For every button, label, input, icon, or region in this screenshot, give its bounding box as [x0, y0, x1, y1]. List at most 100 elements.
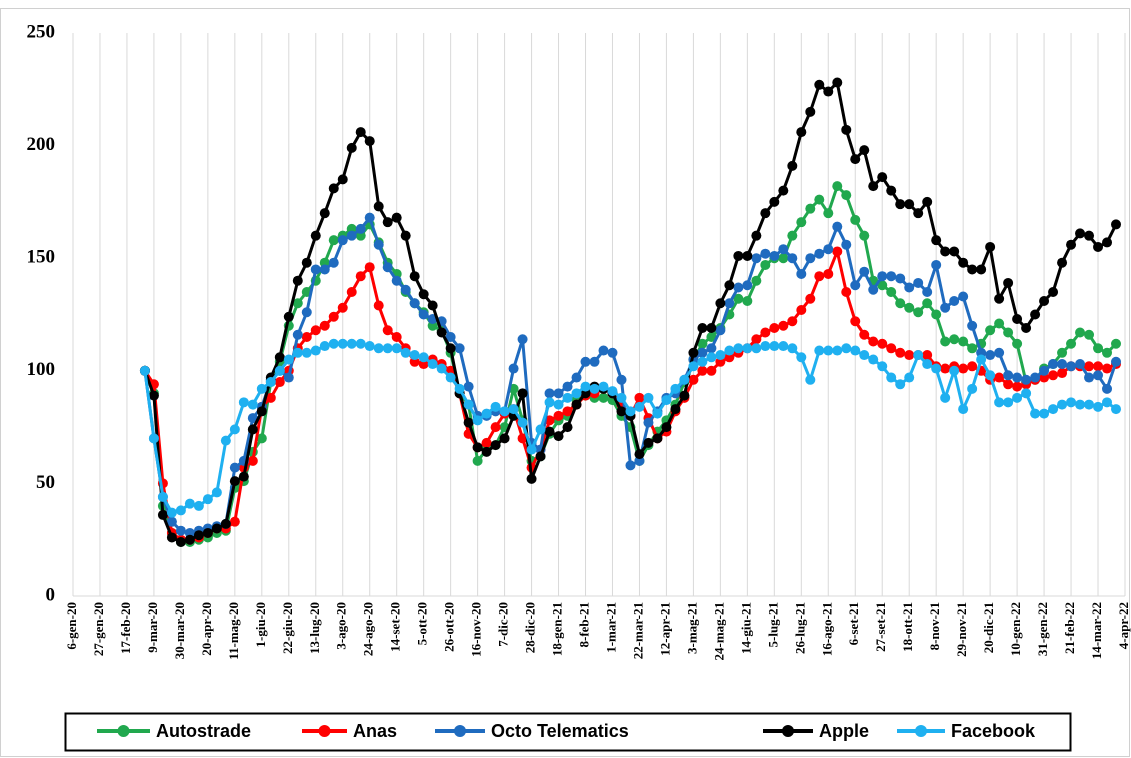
x-tick-label: 22-mar-21 — [630, 602, 645, 659]
legend-label: Facebook — [951, 721, 1036, 741]
data-point — [364, 136, 375, 147]
data-point — [382, 262, 393, 273]
data-point — [715, 350, 726, 361]
data-point — [247, 413, 258, 424]
data-point — [193, 530, 204, 541]
data-point — [517, 433, 528, 444]
data-point — [553, 399, 564, 410]
chart-border — [0, 8, 1130, 757]
data-point — [1075, 359, 1086, 370]
data-point — [364, 262, 375, 273]
data-point — [814, 194, 825, 205]
data-point — [1102, 237, 1113, 248]
data-point — [1093, 401, 1104, 412]
data-point — [373, 343, 384, 354]
data-point — [598, 381, 609, 392]
data-point — [382, 325, 393, 336]
data-point — [301, 257, 312, 268]
data-point — [598, 392, 609, 403]
data-point — [805, 293, 816, 304]
x-tick-label: 30-mar-20 — [172, 602, 187, 659]
data-point — [229, 424, 240, 435]
data-point — [904, 199, 915, 210]
data-point — [634, 392, 645, 403]
x-tick-label: 17-feb-20 — [118, 602, 133, 654]
data-point — [1066, 361, 1077, 372]
data-point — [778, 244, 789, 255]
data-point — [202, 494, 213, 505]
data-point — [886, 185, 897, 196]
data-point — [967, 343, 978, 354]
data-point — [751, 230, 762, 241]
data-point — [292, 347, 303, 358]
data-point — [544, 397, 555, 408]
data-point — [382, 217, 393, 228]
data-point — [490, 422, 501, 433]
data-point — [895, 298, 906, 309]
data-point — [688, 347, 699, 358]
data-point — [787, 160, 798, 171]
data-point — [985, 325, 996, 336]
data-point — [922, 359, 933, 370]
data-point — [625, 406, 636, 417]
x-tick-label: 20-dic-21 — [981, 602, 996, 653]
data-point — [841, 239, 852, 250]
data-point — [643, 417, 654, 428]
data-point — [922, 350, 933, 361]
data-point — [580, 356, 591, 367]
data-point — [400, 230, 411, 241]
x-tick-label: 27-set-21 — [873, 602, 888, 652]
x-tick-label: 6-set-21 — [846, 602, 861, 645]
x-tick-label: 14-set-20 — [388, 602, 403, 652]
data-point — [877, 271, 888, 282]
data-point — [526, 473, 537, 484]
x-tick-label: 1-mar-21 — [603, 602, 618, 653]
data-point — [949, 246, 960, 257]
data-point — [769, 323, 780, 334]
data-point — [364, 341, 375, 352]
data-point — [328, 235, 339, 246]
x-tick-label: 21-feb-22 — [1062, 602, 1077, 654]
data-point — [454, 383, 465, 394]
data-point — [553, 388, 564, 399]
data-point — [832, 77, 843, 88]
data-point — [670, 383, 681, 394]
data-point — [661, 422, 672, 433]
data-point — [265, 392, 276, 403]
data-point — [958, 336, 969, 347]
data-point — [904, 282, 915, 293]
data-point — [220, 435, 231, 446]
data-point — [238, 471, 249, 482]
data-point — [328, 338, 339, 349]
data-point — [760, 248, 771, 259]
data-point — [310, 230, 321, 241]
data-point — [706, 365, 717, 376]
legend-label: Apple — [819, 721, 869, 741]
data-point — [697, 356, 708, 367]
data-point — [274, 377, 285, 388]
data-point — [400, 284, 411, 295]
data-point — [517, 388, 528, 399]
data-point — [940, 363, 951, 374]
data-point — [526, 444, 537, 455]
data-point — [958, 291, 969, 302]
data-point — [661, 395, 672, 406]
data-point — [328, 257, 339, 268]
data-point — [724, 298, 735, 309]
data-point — [184, 498, 195, 509]
data-point — [733, 250, 744, 261]
data-point — [733, 282, 744, 293]
data-point — [715, 325, 726, 336]
data-point — [1057, 359, 1068, 370]
data-point — [175, 525, 186, 536]
data-point — [1111, 356, 1122, 367]
data-point — [787, 343, 798, 354]
data-point — [184, 534, 195, 545]
data-point — [571, 372, 582, 383]
data-point — [994, 347, 1005, 358]
data-point — [1057, 399, 1068, 410]
data-point — [796, 217, 807, 228]
data-point — [1039, 295, 1050, 306]
data-point — [796, 268, 807, 279]
data-point — [391, 332, 402, 343]
